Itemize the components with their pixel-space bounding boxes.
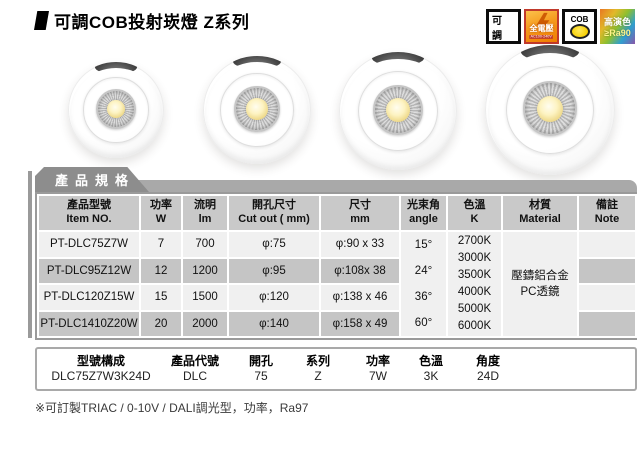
- cell-item-no: PT-DLC95Z12W: [37, 256, 141, 285]
- model-code-wattage: 功率 7W: [365, 354, 390, 383]
- product-photo-downlight-xlarge: [485, 45, 615, 175]
- badge-high-cri-sub: ≥Ra90: [604, 28, 631, 38]
- spec-section: 產品規格 產品型號 Item NO. 功率 W 流明 lm 開孔尺寸 Cut out (…: [28, 167, 637, 340]
- col-size: 尺寸 mm: [319, 194, 401, 232]
- badge-full-voltage-sub: AC100-240V: [529, 35, 554, 39]
- cell-note: [577, 256, 637, 285]
- spec-table: 產品型號 Item NO. 功率 W 流明 lm 開孔尺寸 Cut out ( mm) …: [37, 194, 637, 338]
- tab-rule: [39, 180, 637, 192]
- col-angle: 光束角 angle: [399, 194, 448, 232]
- footnote: ※可訂製TRIAC / 0-10V / DALI調光型，功率，Ra97: [35, 401, 309, 415]
- col-lumen: 流明 lm: [181, 194, 229, 232]
- cell-size: φ:90 x 33: [319, 230, 401, 259]
- product-photo-downlight-medium: [203, 56, 311, 164]
- badge-cob-label: COB: [570, 14, 589, 24]
- cell-item-no: PT-DLC1410Z20W: [37, 309, 141, 338]
- cob-lens: [373, 85, 423, 135]
- page-title: 可調COB投射崁燈 Z系列: [54, 13, 250, 32]
- col-item-no: 產品型號 Item NO.: [37, 194, 141, 232]
- cob-lens: [234, 86, 280, 132]
- cell-cutout: φ:140: [227, 309, 321, 338]
- spec-tab: 產品規格: [35, 167, 149, 192]
- model-code-angle: 角度 24D: [475, 354, 500, 383]
- cell-note: [577, 309, 637, 338]
- badge-high-cri-label: 高演色: [603, 17, 631, 27]
- badge-high-cri: 高演色 ≥Ra90: [600, 9, 635, 44]
- product-photo-downlight-small: [68, 62, 164, 158]
- cell-cutout: φ:95: [227, 256, 321, 285]
- model-code-product: 產品代號 DLC: [170, 354, 219, 383]
- table-row: PT-DLC1410Z20W 20 2000 φ:140 φ:158 x 49: [37, 309, 637, 338]
- cell-wattage: 20: [139, 309, 183, 338]
- cell-material: 壓鑄鋁合金 PC透鏡: [501, 230, 579, 338]
- model-code-box: 型號構成 DLC75Z7W3K24D 產品代號 DLC 開孔 75 系列 Z 功…: [35, 347, 637, 391]
- badge-full-voltage: 全電壓 AC100-240V: [524, 9, 559, 44]
- table-row: PT-DLC95Z12W 12 1200 φ:95 φ:108x 38: [37, 256, 637, 285]
- cell-lumen: 2000: [181, 309, 229, 338]
- cell-wattage: 7: [139, 230, 183, 259]
- badge-dimmable-label: 可 調: [492, 15, 505, 42]
- badge-cob: COB: [562, 9, 597, 44]
- cell-size: φ:158 x 49: [319, 309, 401, 338]
- page-header: 可調COB投射崁燈 Z系列: [34, 8, 249, 33]
- cell-color-temps: 2700K 3000K 3500K 4000K 5000K 6000K: [446, 230, 503, 338]
- cell-cutout: φ:120: [227, 283, 321, 312]
- model-code-series: 系列 Z: [305, 354, 330, 383]
- model-code-cct: 色溫 3K: [418, 354, 443, 383]
- badge-dimmable: 可 調: [486, 9, 521, 44]
- cell-size: φ:138 x 46: [319, 283, 401, 312]
- col-cutout: 開孔尺寸 Cut out ( mm): [227, 194, 321, 232]
- cell-wattage: 12: [139, 256, 183, 285]
- cell-wattage: 15: [139, 283, 183, 312]
- cell-note: [577, 283, 637, 312]
- cell-cutout: φ:75: [227, 230, 321, 259]
- cell-beam-angles: 15° 24° 36° 60°: [399, 230, 448, 338]
- col-cct: 色溫 K: [446, 194, 503, 232]
- title-marker-icon: [34, 11, 49, 30]
- cell-lumen: 1200: [181, 256, 229, 285]
- badge-full-voltage-label: 全電壓: [529, 24, 554, 33]
- cell-size: φ:108x 38: [319, 256, 401, 285]
- col-material: 材質 Material: [501, 194, 579, 232]
- table-row: PT-DLC120Z15W 15 1500 φ:120 φ:138 x 46: [37, 283, 637, 312]
- col-wattage: 功率 W: [139, 194, 183, 232]
- cell-item-no: PT-DLC120Z15W: [37, 283, 141, 312]
- cob-chip-icon: [569, 23, 590, 39]
- cob-lens: [522, 81, 578, 136]
- spec-header-row: 產品型號 Item NO. 功率 W 流明 lm 開孔尺寸 Cut out ( mm) …: [37, 194, 637, 232]
- cob-lens: [95, 88, 137, 130]
- cell-item-no: PT-DLC75Z7W: [37, 230, 141, 259]
- cell-lumen: 700: [181, 230, 229, 259]
- cell-note: [577, 230, 637, 259]
- lightning-icon: [536, 12, 550, 34]
- cell-lumen: 1500: [181, 283, 229, 312]
- spec-table-frame: 產品型號 Item NO. 功率 W 流明 lm 開孔尺寸 Cut out ( mm) …: [35, 192, 637, 340]
- model-code-composition: 型號構成 DLC75Z7W3K24D: [51, 354, 151, 383]
- badge-group: 可 調 全電壓 AC100-240V COB 高演色 ≥Ra90: [486, 9, 635, 44]
- product-photo-downlight-large: [339, 52, 457, 170]
- model-code-cutout: 開孔 75: [248, 354, 273, 383]
- table-row: PT-DLC75Z7W 7 700 φ:75 φ:90 x 33 15° 24° 3…: [37, 230, 637, 338]
- col-note: 備註 Note: [577, 194, 637, 232]
